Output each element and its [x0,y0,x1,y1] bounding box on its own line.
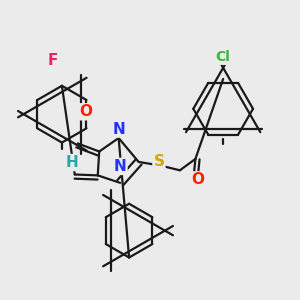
Text: S: S [154,154,164,169]
Text: H: H [66,155,79,170]
Text: O: O [79,104,92,119]
Text: Cl: Cl [215,50,230,64]
Text: F: F [47,53,58,68]
Text: N: N [112,122,125,136]
Text: O: O [191,172,204,188]
Text: N: N [114,159,127,174]
